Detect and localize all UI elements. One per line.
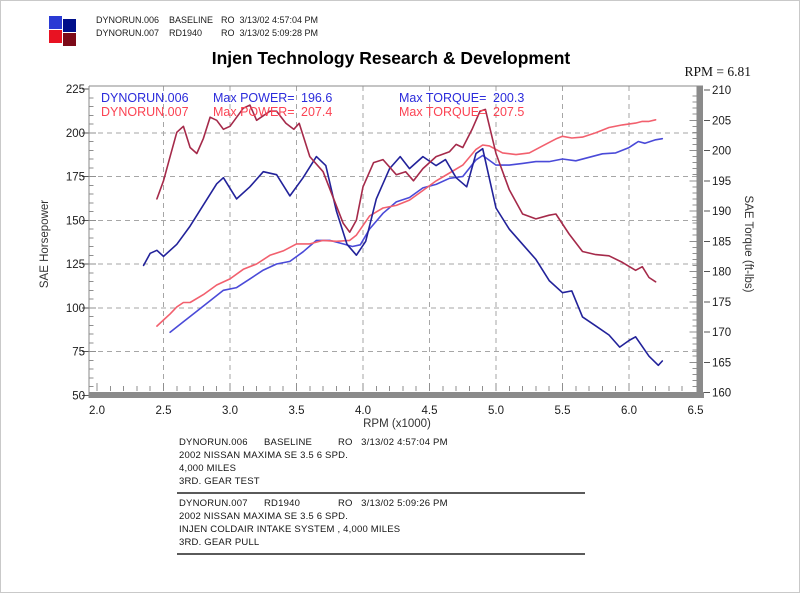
x-tick-label: 4.0: [355, 405, 371, 417]
legend-run1-torque-label: Max TORQUE=: [399, 91, 487, 105]
y-axis-title-left: SAE Horsepower: [39, 199, 51, 289]
footer-block2-line: 3RD. GEAR PULL: [179, 537, 260, 548]
gridlines: [89, 86, 697, 392]
legend-run2-power-value: 207.4: [301, 105, 333, 119]
legend-run2-name: DYNORUN.007: [101, 105, 189, 119]
header-run2-stamp: RO 3/13/02 5:09:28 PM: [221, 28, 319, 38]
legend-run2-torque-value: 207.5: [493, 105, 525, 119]
y-left-tick-label: 100: [66, 303, 85, 315]
legend-run1-power-value: 196.6: [301, 91, 333, 105]
x-tick-label: 6.0: [621, 405, 637, 417]
legend-run1-torque-value: 200.3: [493, 91, 525, 105]
y-left-tick-label: 50: [72, 390, 85, 402]
run-swatch-power-006: [49, 16, 62, 29]
x-tick-label: 5.0: [488, 405, 504, 417]
run-swatch-power-007: [49, 30, 62, 43]
plot-frame: [88, 85, 704, 398]
y-left-tick-label: 75: [72, 347, 85, 359]
header-run1-file: DYNORUN.006: [96, 15, 160, 25]
axis-ticks: [82, 88, 710, 396]
curves: [142, 104, 664, 367]
footer-block1-file: DYNORUN.006: [179, 437, 248, 448]
y-right-tick-label: 210: [712, 85, 731, 97]
footer-block2-stamp: RO 3/13/02 5:09:26 PM: [338, 498, 448, 509]
header-run1-label: BASELINE: [169, 15, 214, 25]
curve-dynorun-006-torque: [142, 147, 664, 367]
footer-divider: [177, 553, 585, 555]
footer-block2-file: DYNORUN.007: [179, 498, 248, 509]
y-axis-title-right: SAE Torque (ft-lbs): [742, 195, 754, 293]
y-right-tick-label: 190: [712, 206, 731, 218]
y-left-tick-label: 175: [66, 172, 85, 184]
curve-dynorun-007-torque: [156, 104, 657, 283]
x-tick-label: 3.0: [222, 405, 238, 417]
x-tick-label: 4.5: [422, 405, 438, 417]
y-left-tick-label: 125: [66, 259, 85, 271]
footer-block2-line: 2002 NISSAN MAXIMA SE 3.5 6 SPD.: [179, 511, 349, 522]
footer-block1-label: BASELINE: [264, 437, 313, 448]
x-tick-label: 6.5: [688, 405, 704, 417]
header-run2-label: RD1940: [169, 28, 203, 38]
legend-run2-power-label: Max POWER=: [213, 105, 295, 119]
x-axis-title: RPM (x1000): [363, 418, 431, 430]
y-right-tick-label: 165: [712, 357, 731, 369]
legend-run2-torque-label: Max TORQUE=: [399, 105, 487, 119]
y-right-tick-label: 175: [712, 297, 731, 309]
y-right-tick-label: 200: [712, 146, 731, 158]
y-left-tick-label: 225: [66, 84, 85, 96]
x-tick-label: 5.5: [555, 405, 571, 417]
y-right-tick-label: 195: [712, 176, 731, 188]
footer-block1-line: 2002 NISSAN MAXIMA SE 3.5 6 SPD.: [179, 450, 349, 461]
plot-bottom-bar: [89, 392, 704, 398]
x-tick-label: 2.0: [89, 405, 105, 417]
legend-run1-name: DYNORUN.006: [101, 91, 189, 105]
header-run2-file: DYNORUN.007: [96, 28, 160, 38]
footer-block2-label: RD1940: [264, 498, 301, 509]
y-right-tick-label: 180: [712, 267, 731, 279]
x-tick-label: 3.5: [289, 405, 305, 417]
rpm-readout: RPM = 6.81: [684, 64, 751, 79]
y-right-tick-label: 170: [712, 327, 731, 339]
curve-dynorun-007-power: [156, 119, 657, 327]
footer-divider: [177, 492, 585, 494]
footer-block1-line: 4,000 MILES: [179, 463, 237, 474]
plot-right-bar: [696, 86, 703, 398]
tick-labels: 2.0 2.5 3.0 3.5 4.0 4.5 5.0 5.5 6.0 6.5 225 200 175 1…: [66, 84, 731, 417]
run-swatch-torque-007: [63, 33, 76, 46]
y-left-tick-label: 150: [66, 215, 85, 227]
y-right-tick-label: 160: [712, 388, 731, 400]
y-right-tick-label: 205: [712, 115, 731, 127]
run-swatch-torque-006: [63, 19, 76, 32]
y-left-tick-label: 200: [66, 128, 85, 140]
y-right-tick-label: 185: [712, 236, 731, 248]
page-title: Injen Technology Research & Development: [211, 48, 571, 68]
x-tick-label: 2.5: [156, 405, 172, 417]
curve-dynorun-006-power: [169, 137, 664, 334]
footer-block2-line: INJEN COLDAIR INTAKE SYSTEM , 4,000 MILE…: [179, 524, 401, 535]
footer-block1-line: 3RD. GEAR TEST: [179, 476, 260, 487]
legend-run1-power-label: Max POWER=: [213, 91, 295, 105]
header-run1-stamp: RO 3/13/02 4:57:04 PM: [221, 15, 319, 25]
footer-block1-stamp: RO 3/13/02 4:57:04 PM: [338, 437, 448, 448]
